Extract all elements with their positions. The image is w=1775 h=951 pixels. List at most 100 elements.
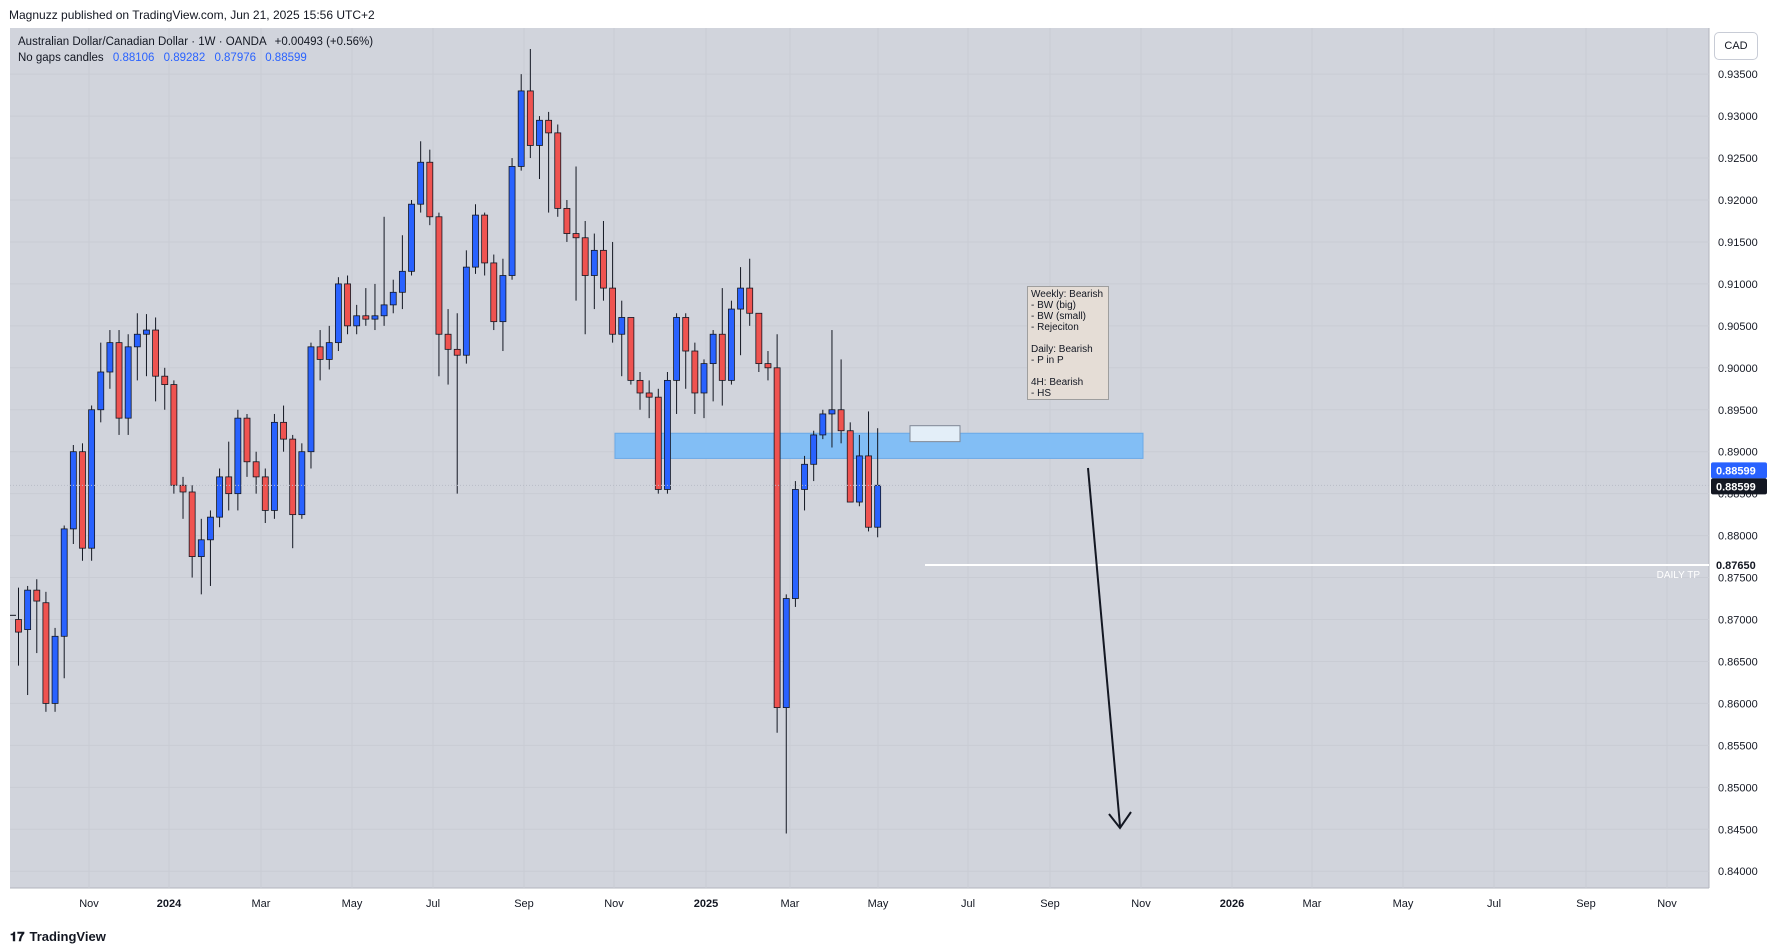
candle — [645, 380, 653, 419]
time-tick-label: Jul — [426, 898, 440, 910]
candle — [536, 116, 543, 180]
candle-body — [280, 421, 287, 440]
candle-body — [499, 275, 507, 323]
legend-indicator-name: No gaps candles — [18, 52, 104, 64]
candle-body — [216, 476, 223, 518]
candle-body — [737, 287, 744, 310]
legend-change: +0.00493 (+0.56%) — [274, 36, 374, 48]
currency-button[interactable]: CAD — [1714, 32, 1758, 60]
candle — [79, 443, 86, 561]
footer: 𝟏𝟕 TradingView — [0, 920, 1775, 951]
candle-body — [307, 346, 315, 453]
price-scale[interactable]: 0.93500 0.93000 0.92500 0.92000 0.91500 0.910… — [1711, 69, 1767, 878]
candle-body — [828, 409, 836, 415]
tradingview-logo[interactable]: 𝟏𝟕 TradingView — [10, 929, 106, 945]
candle-body — [389, 291, 397, 306]
price-tick-label: 0.93000 — [1718, 111, 1758, 123]
candle — [490, 254, 498, 331]
candle-body — [545, 119, 553, 134]
candle — [499, 258, 507, 352]
note-line: - BW (big) — [1031, 300, 1076, 311]
candle — [60, 525, 68, 679]
candle-body — [271, 421, 278, 511]
candle — [353, 304, 361, 335]
indicator-price-tag-bg — [1711, 462, 1767, 479]
candle-body — [627, 317, 635, 381]
last-price-tag-text: 0.88599 — [1716, 481, 1756, 493]
candle — [280, 405, 287, 452]
published-by-text: Magnuzz published on TradingView.com, Ju… — [9, 8, 375, 22]
candle — [170, 380, 178, 494]
candle-body — [709, 333, 717, 365]
time-tick-label: Nov — [79, 898, 99, 910]
supply-zone — [614, 432, 1144, 459]
candle-body — [526, 90, 534, 146]
candle — [143, 314, 150, 377]
candle-body — [462, 266, 470, 356]
top-bar: Magnuzz published on TradingView.com, Ju… — [0, 0, 1775, 28]
candle-body — [51, 635, 59, 704]
candle-body — [581, 237, 589, 276]
candle-body — [97, 371, 105, 411]
time-tick-label: Nov — [604, 898, 624, 910]
time-tick-label: Mar — [781, 898, 800, 910]
candle — [362, 288, 370, 326]
candle-body — [197, 539, 205, 557]
price-tick-label: 0.91000 — [1718, 279, 1758, 291]
candle — [261, 468, 269, 524]
candle-body — [609, 287, 616, 335]
candle — [627, 317, 635, 385]
price-tick-label: 0.92000 — [1718, 195, 1758, 207]
candle — [152, 317, 160, 402]
candle — [691, 342, 699, 414]
legend-open-value: 0.88106 — [112, 52, 155, 64]
candle — [15, 587, 22, 666]
time-tick-label: Jul — [961, 898, 975, 910]
candle-body — [88, 409, 96, 549]
candle-body — [792, 489, 799, 599]
candle-body — [188, 491, 196, 557]
candle — [106, 330, 114, 389]
candle — [389, 279, 397, 314]
time-tick-label: Jul — [1487, 898, 1501, 910]
candle — [426, 149, 434, 226]
candle — [792, 481, 799, 607]
legend-indicator-row: No gaps candles 0.88106 0.89282 0.87976 … — [18, 50, 373, 66]
candle-body — [472, 214, 479, 268]
candle — [865, 411, 872, 532]
time-scale[interactable]: Nov 2024 Mar May Jul Sep Nov 2025 Mar May Jul Sep No… — [79, 898, 1677, 910]
candle — [435, 212, 443, 377]
candle-body — [490, 262, 498, 323]
analysis-note[interactable]: Weekly: Bearish - BW (big) - BW (small) - R… — [1027, 286, 1109, 400]
price-tick-label: 0.91500 — [1718, 237, 1758, 249]
note-line: - P in P — [1031, 355, 1064, 366]
projection-arrow-head — [1108, 811, 1132, 830]
price-tick-label: 0.89500 — [1718, 405, 1758, 417]
candle-body — [261, 476, 269, 511]
candle-body — [645, 392, 653, 398]
chart-area[interactable]: DAILY TP 0.93500 0.93000 0.92500 0.92000 0.9… — [0, 28, 1775, 920]
candle-body — [563, 207, 571, 234]
candle — [837, 359, 845, 444]
candle-body — [344, 283, 351, 327]
candle-body — [855, 455, 863, 503]
indicator-price-tag: 0.88599 — [1711, 462, 1767, 479]
candle — [316, 330, 324, 381]
candle-body — [243, 417, 251, 463]
candle — [472, 204, 479, 274]
candle-body — [728, 308, 735, 381]
candle — [609, 241, 616, 343]
price-tick-label: 0.84000 — [1718, 866, 1758, 878]
daily-tp-price-tag: 0.87650 — [1711, 556, 1767, 573]
candle-body — [810, 434, 818, 465]
candle — [481, 212, 489, 276]
chart-svg[interactable]: DAILY TP 0.935000.930000.925000.920000.9… — [0, 28, 1775, 920]
candle-body — [207, 516, 214, 541]
note-line: Daily: Bearish — [1031, 344, 1093, 355]
candle — [581, 220, 589, 335]
note-line: - Rejeciton — [1031, 322, 1079, 333]
price-tick-label: 0.85000 — [1718, 782, 1758, 794]
price-tick-label: 0.90000 — [1718, 363, 1758, 375]
candle-body — [664, 379, 671, 490]
candle — [115, 330, 123, 435]
